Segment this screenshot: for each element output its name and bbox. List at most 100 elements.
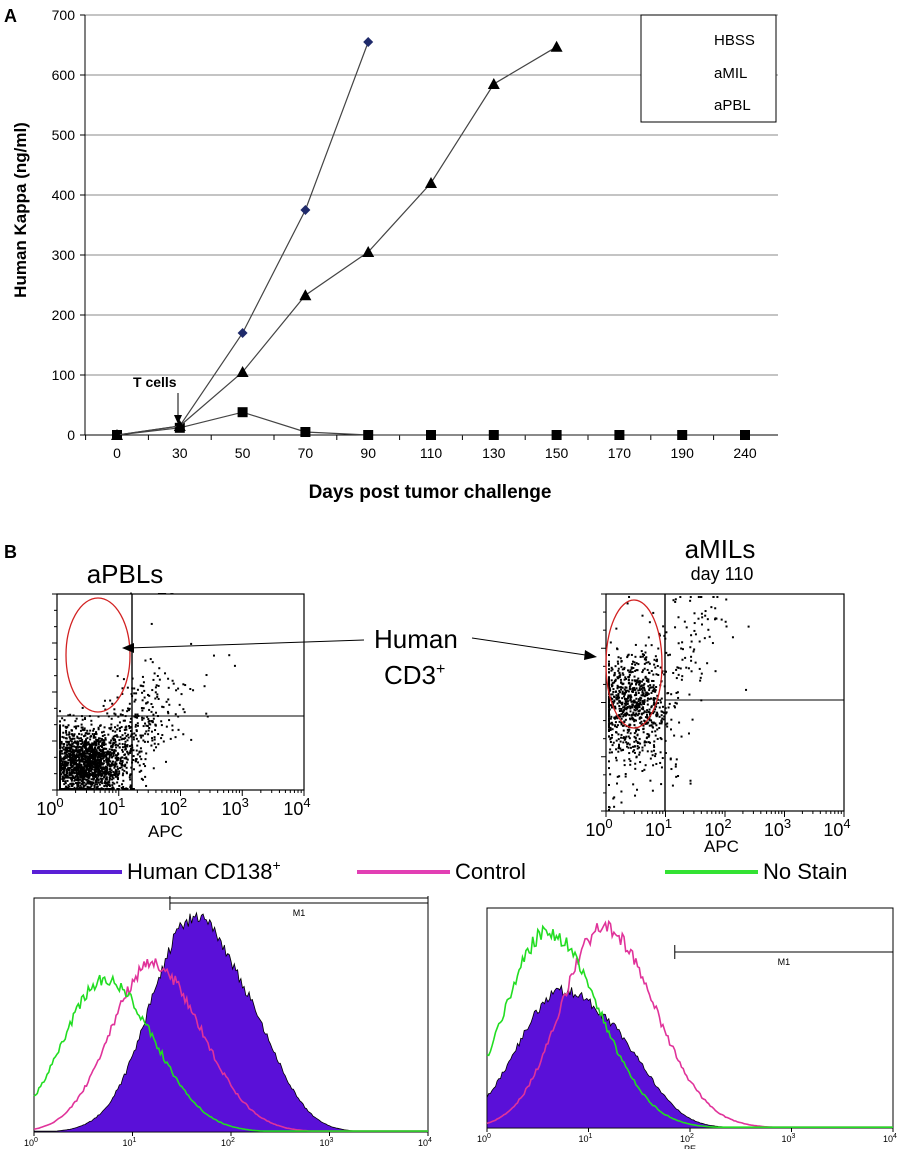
event-dot <box>634 762 637 765</box>
event-dot <box>123 745 126 748</box>
event-dot <box>151 706 154 709</box>
event-dot <box>731 636 734 639</box>
event-dot <box>118 742 121 745</box>
event-dot <box>646 668 649 671</box>
apbls-title: aPBLs <box>87 559 164 589</box>
event-dot <box>71 733 74 736</box>
event-dot <box>70 782 73 785</box>
event-dot <box>645 737 648 740</box>
event-dot <box>157 743 160 746</box>
m1-label: M1 <box>778 957 791 967</box>
event-dot <box>174 713 177 716</box>
event-dot <box>93 763 96 766</box>
event-dot <box>85 750 88 753</box>
event-dot <box>66 775 69 778</box>
xtick-label-90: 90 <box>360 445 376 461</box>
event-dot <box>68 756 71 759</box>
event-dot <box>617 747 620 750</box>
event-dot <box>110 739 113 742</box>
event-dot <box>655 762 658 765</box>
event-dot <box>104 737 107 740</box>
event-dot <box>112 763 115 766</box>
event-dot <box>85 769 88 772</box>
event-dot <box>104 784 107 787</box>
event-dot <box>699 679 702 682</box>
event-dot <box>626 697 629 700</box>
event-dot <box>654 697 657 700</box>
event-dot <box>87 768 90 771</box>
event-dot <box>150 719 153 722</box>
event-dot <box>645 741 648 744</box>
event-dot <box>636 788 639 791</box>
event-dot <box>62 757 65 760</box>
event-dot <box>79 776 82 779</box>
event-dot <box>59 762 61 765</box>
event-dot <box>145 724 148 727</box>
event-dot <box>89 745 92 748</box>
legend-cd138-sup: + <box>273 857 281 873</box>
event-dot <box>608 686 610 689</box>
event-dot <box>126 745 129 748</box>
event-dot <box>676 691 679 694</box>
event-dot <box>631 706 634 709</box>
event-dot <box>78 753 81 756</box>
event-dot <box>60 750 63 753</box>
event-dot <box>110 769 113 772</box>
event-dot <box>670 768 673 771</box>
event-dot <box>644 720 647 723</box>
event-dot <box>110 717 113 720</box>
event-dot <box>111 743 114 746</box>
event-dot <box>84 746 87 749</box>
event-dot <box>109 741 112 744</box>
event-dot <box>64 775 67 778</box>
event-dot <box>86 737 89 740</box>
event-dot <box>62 745 65 748</box>
event-dot <box>61 757 64 760</box>
event-dot <box>73 786 76 789</box>
event-dot <box>716 596 719 598</box>
event-dot <box>134 698 137 701</box>
event-dot <box>78 737 81 740</box>
event-dot <box>101 782 104 785</box>
event-dot <box>619 686 622 689</box>
event-dot <box>642 669 645 672</box>
event-dot <box>95 765 98 768</box>
event-dot <box>59 788 61 790</box>
event-dot <box>103 726 106 729</box>
event-dot <box>106 788 109 790</box>
event-dot <box>82 769 85 772</box>
event-dot <box>664 637 667 640</box>
event-dot <box>152 749 155 752</box>
event-dot <box>95 741 98 744</box>
event-dot <box>106 781 109 784</box>
event-dot <box>122 779 125 782</box>
event-dot <box>86 768 89 771</box>
event-dot <box>614 716 617 719</box>
ytick-label-100: 100 <box>52 367 76 383</box>
event-dot <box>70 747 73 750</box>
event-dot <box>126 788 129 790</box>
xtick-base: 10 <box>764 820 784 840</box>
event-dot <box>93 766 96 769</box>
event-dot <box>75 764 78 767</box>
event-dot <box>620 733 623 736</box>
event-dot <box>96 758 99 761</box>
event-dot <box>629 707 632 710</box>
event-dot <box>619 678 622 681</box>
event-dot <box>145 730 148 733</box>
event-dot <box>108 752 111 755</box>
event-dot <box>623 693 626 696</box>
xtick-label-110: 110 <box>420 445 443 461</box>
event-dot <box>73 751 76 754</box>
event-dot <box>628 673 631 676</box>
event-dot <box>647 721 650 724</box>
event-dot <box>635 730 638 733</box>
event-dot <box>608 713 610 716</box>
event-dot <box>123 737 126 740</box>
event-dot <box>94 751 97 754</box>
event-dot <box>640 680 643 683</box>
event-dot <box>632 666 635 669</box>
event-dot <box>142 739 145 742</box>
event-dot <box>644 694 647 697</box>
event-dot <box>98 749 101 752</box>
